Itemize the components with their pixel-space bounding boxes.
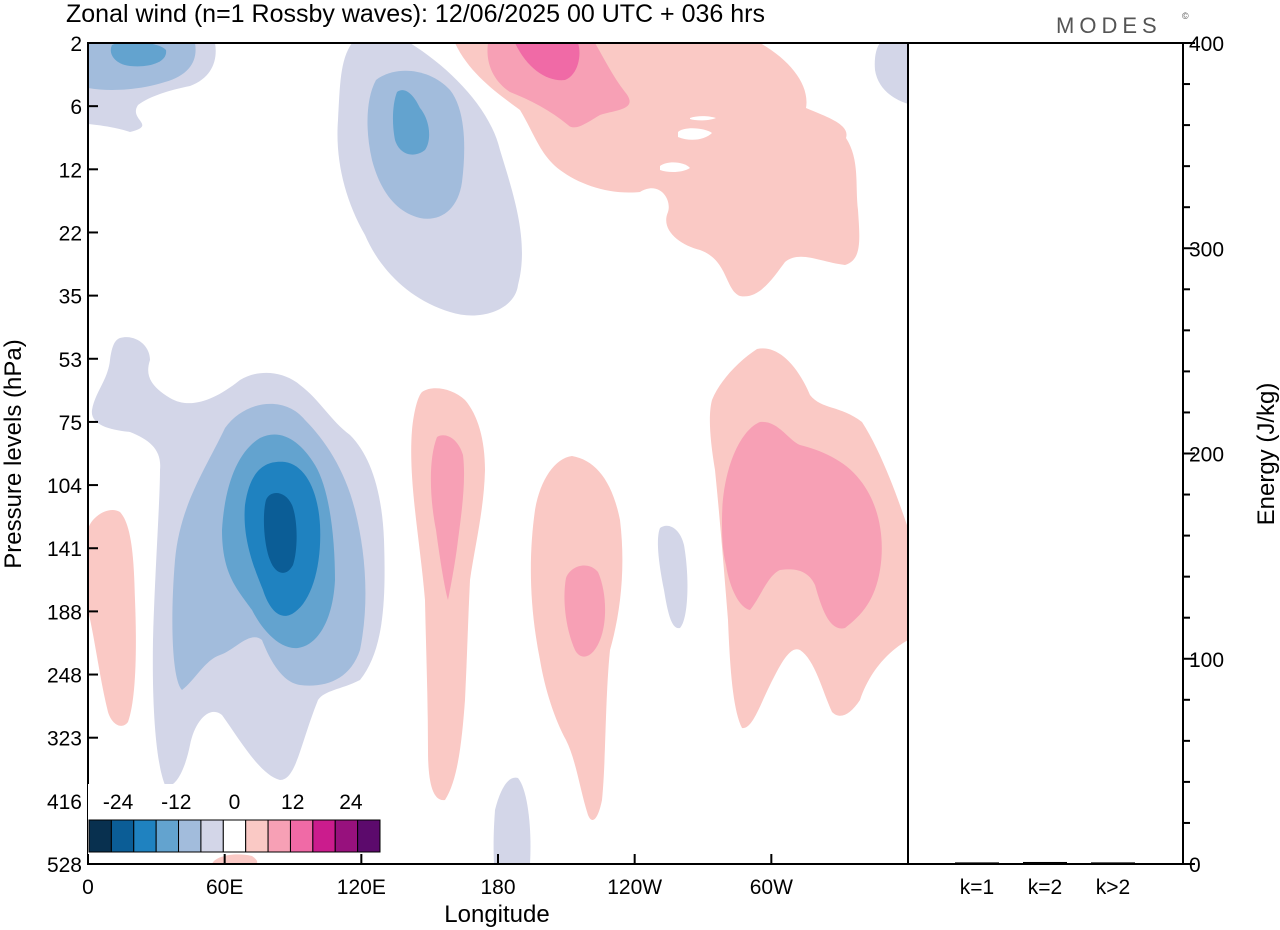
longitude-tick-label: 0 [82,876,94,899]
energy-axis-label: Energy (J/kg) [1253,383,1280,526]
contour-neg-top-right [874,43,908,104]
pressure-axis: 2 6 12 22 35 53 75 104 141 188 248 323 416 528 [47,33,98,877]
energy-bar [955,862,999,864]
pressure-tick-label: 2 [70,33,82,56]
contour-pos-upper-mid [487,43,630,128]
energy-bar-panel: 0 100 200 300 400 k=1 k=2 k>2 [908,33,1224,899]
contour-neg-top-left-core [110,43,167,67]
contour-pos-upper-gap-3 [690,116,716,121]
contour-pos-rc-inner [564,565,606,657]
colorbar-legend: -24 -12 0 12 24 [88,784,381,854]
colorbar-swatch [267,819,291,853]
longitude-tick-label: 120W [607,876,662,899]
pressure-tick-label: 528 [47,854,82,877]
colorbar-swatch [312,819,336,853]
colorbar-swatch [289,819,314,853]
colorbar-swatch [357,819,381,853]
contour-neg-bottom [493,777,531,864]
energy-category-label: k>2 [1096,876,1130,899]
colorbar-tick-label: 0 [229,791,241,814]
colorbar-swatch [334,819,359,853]
contour-pos-upper-gap-1 [678,128,712,140]
colorbar-swatch [88,819,112,853]
longitude-axis-label: Longitude [444,901,549,928]
energy-category-label: k=1 [960,876,994,899]
longitude-tick-label: 60W [750,876,793,899]
contour-pos-far-left [88,510,136,726]
pressure-tick-label: 22 [59,222,82,245]
colorbar-swatch [200,819,224,853]
longitude-tick-label: 180 [480,876,515,899]
colorbar-tick-label: 24 [339,791,363,814]
pressure-tick-label: 416 [47,791,82,814]
longitude-axis: 0 60E 120E 180 120W 60W [82,854,793,899]
pressure-tick-label: 35 [59,286,82,309]
energy-category-label: k=2 [1028,876,1062,899]
colorbar-swatch [222,819,247,853]
pressure-tick-label: 104 [47,475,82,498]
contour-neg-small-blob [657,525,688,629]
pressure-tick-label: 6 [70,96,82,119]
pressure-tick-label: 12 [59,159,82,182]
pressure-tick-label: 53 [59,349,82,372]
colorbar-swatch [178,819,202,853]
energy-tick-label: 400 [1189,33,1224,56]
brand-mark: © [1182,11,1189,21]
energy-tick-label: 200 [1189,444,1224,467]
contour-pos-center-inner [430,435,465,600]
colorbar-swatch [245,819,269,853]
energy-tick-label: 0 [1189,854,1201,877]
energy-bar [1023,861,1067,864]
contour-plot [88,43,908,864]
energy-bar [1091,862,1135,864]
colorbar-tick-label: -24 [103,791,134,814]
chart-title: Zonal wind (n=1 Rossby waves): 12/06/202… [66,0,765,28]
contour-neg-upper-core [392,90,430,155]
pressure-tick-label: 248 [47,665,82,688]
pressure-tick-label: 323 [47,728,82,751]
contour-pos-right-inner [722,421,882,629]
pressure-axis-label: Pressure levels (hPa) [0,339,27,568]
brand-logo: MODES [1056,13,1162,38]
colorbar-tick-label: 12 [281,791,304,814]
colorbar-swatch [155,819,180,853]
colorbar-swatch [133,819,157,853]
contour-pos-bottom [212,854,258,864]
longitude-tick-label: 60E [206,876,243,899]
energy-tick-label: 100 [1189,649,1224,672]
colorbar-tick-label: -12 [161,791,191,814]
energy-tick-label: 300 [1189,238,1224,261]
contour-neg-main-core [263,493,297,573]
contour-pos-upper-gap-2 [660,162,690,173]
pressure-tick-label: 141 [47,538,82,561]
colorbar-swatch [110,819,135,853]
longitude-tick-label: 120E [337,876,386,899]
pressure-tick-label: 75 [59,412,82,435]
contour-pos-upper-core [515,43,580,81]
pressure-tick-label: 188 [47,601,82,624]
